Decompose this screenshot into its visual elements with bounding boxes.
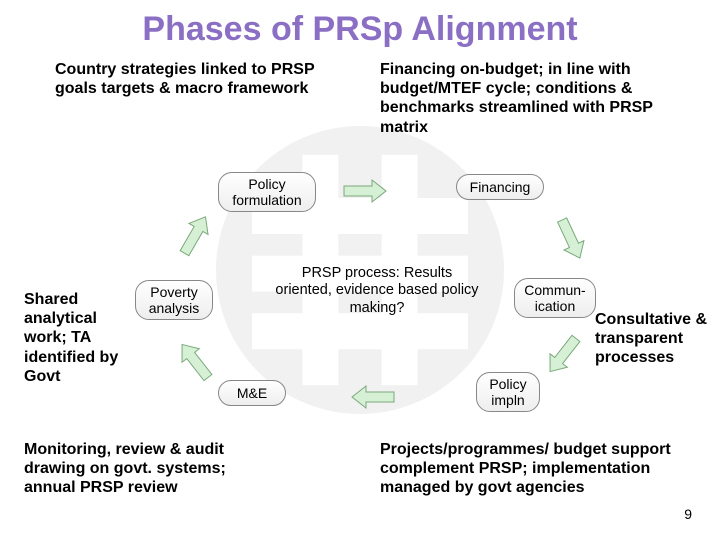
desc-top-left: Country strategies linked to PRSP goals …: [55, 60, 315, 98]
arrow-me-to-poverty: [171, 335, 220, 387]
arrow-financing-to-comm: [549, 213, 592, 266]
node-policy-impl: Policy impln: [476, 372, 540, 412]
arrow-poverty-to-policy: [172, 209, 218, 262]
page-number: 9: [684, 506, 692, 522]
node-communication: Commun- ication: [514, 278, 596, 318]
desc-mid-left: Shared analytical work; TA identified by…: [24, 290, 119, 386]
arrow-impl-to-me: [350, 384, 396, 410]
desc-top-right: Financing on-budget; in line with budget…: [380, 60, 690, 137]
center-question: PRSP process: Results oriented, evidence…: [272, 265, 482, 325]
desc-bottom-left: Monitoring, review & audit drawing on go…: [24, 440, 264, 498]
page-title: Phases of PRSp Alignment: [0, 10, 720, 49]
node-poverty-analysis: Poverty analysis: [135, 280, 213, 320]
arrow-comm-to-impl: [539, 329, 588, 381]
node-monitoring-eval: M&E: [218, 380, 286, 406]
desc-bottom-right: Projects/programmes/ budget support comp…: [380, 440, 700, 498]
desc-mid-right: Consultative & transparent processes: [595, 310, 715, 368]
node-policy-formulation: Policy formulation: [218, 172, 316, 212]
node-financing: Financing: [456, 174, 544, 200]
arrow-policy-to-financing: [342, 178, 388, 204]
